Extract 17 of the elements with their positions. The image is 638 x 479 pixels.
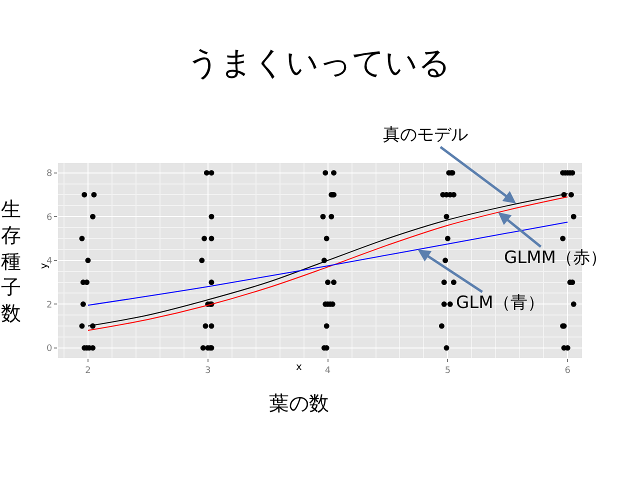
x-tick-label: 5 [444, 366, 451, 376]
y-tick-label: 2 [46, 300, 52, 310]
x-tick-label: 4 [324, 366, 331, 376]
x-axis-title: 葉の数 [269, 391, 329, 415]
x-tick-label: 2 [85, 366, 91, 376]
x-tick-label: 3 [205, 366, 211, 376]
y-tick-label: 0 [46, 344, 52, 354]
annotation: 真のモデル [383, 125, 468, 145]
x-tick-label: 6 [564, 366, 571, 376]
y-axis-title: 生存種子数 [1, 197, 21, 325]
text: y [39, 262, 50, 269]
text: x [296, 362, 302, 373]
annotation: GLM（青） [456, 293, 544, 313]
annotation: GLMM（赤） [504, 248, 607, 268]
chart-title: うまくいっている [187, 43, 451, 82]
y-tick-label: 6 [46, 212, 52, 223]
y-tick-label: 8 [46, 169, 52, 179]
